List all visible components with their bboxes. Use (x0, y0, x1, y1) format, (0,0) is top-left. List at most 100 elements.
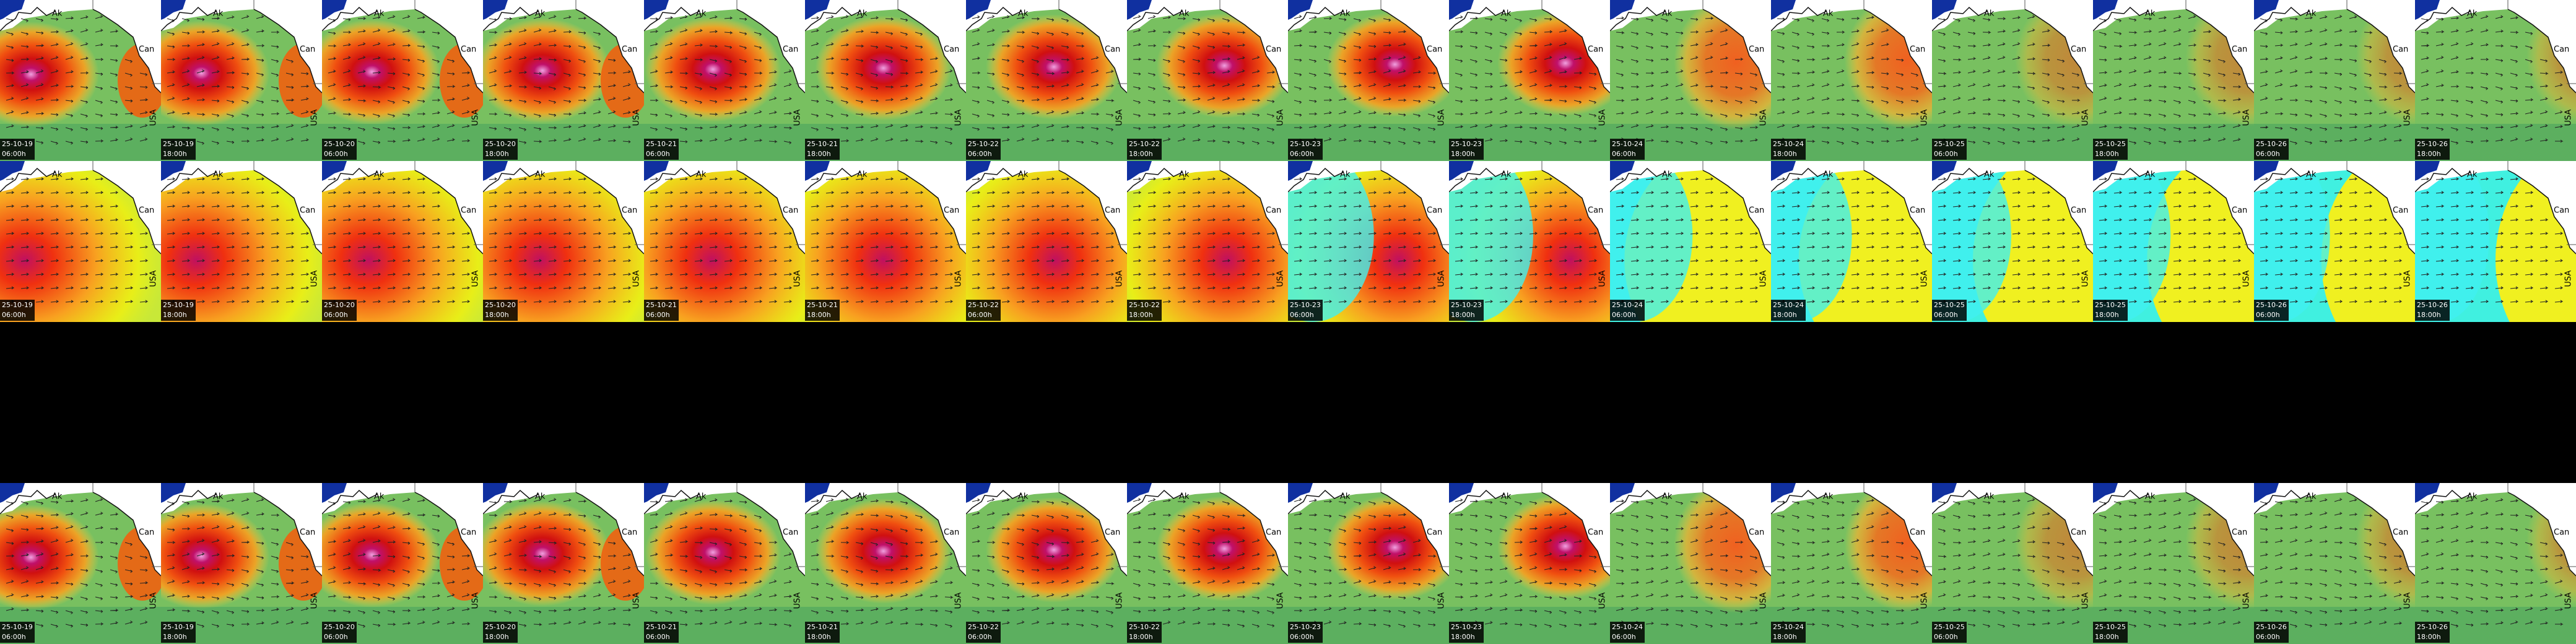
date: 25-10-19 (2, 623, 33, 631)
storm (645, 500, 781, 605)
map-tile: Ak Can USA 25-10-23 18:00h (1449, 483, 1610, 644)
date-box (644, 622, 679, 643)
wind-arrows (1455, 15, 1598, 145)
ice (1449, 483, 1474, 503)
alaska-land (161, 483, 254, 514)
land (1381, 483, 1449, 576)
calm-zone (1288, 161, 1374, 322)
map-tile: Ak Can USA 25-10-25 18:00h (2093, 0, 2254, 161)
swell-field (1127, 161, 1288, 322)
wind-arrows (2260, 177, 2403, 303)
land (1864, 483, 1932, 576)
ice (2254, 483, 2279, 503)
land (2186, 0, 2254, 93)
time: 06:00h (1934, 150, 1958, 158)
date: 25-10-22 (968, 301, 999, 309)
label-alaska: Ak (1501, 9, 1512, 19)
alaska-land (161, 161, 254, 192)
label-usa: USA (2403, 592, 2413, 609)
date: 25-10-23 (1451, 140, 1482, 148)
alaska-land (2093, 483, 2186, 514)
date-box (1932, 300, 1967, 321)
ice (805, 483, 830, 503)
label-usa: USA (2564, 109, 2574, 126)
label-usa: USA (2403, 270, 2413, 287)
wind-arrows (1616, 16, 1759, 145)
alaska-land (2254, 161, 2347, 192)
label-canada: Can (1749, 206, 1764, 215)
date-box (1610, 300, 1645, 321)
ice (644, 483, 669, 503)
label-canada: Can (1749, 45, 1764, 54)
date: 25-10-19 (2, 301, 33, 309)
date-box (1610, 622, 1645, 643)
alaska-land (2254, 483, 2347, 514)
map-tile: Ak Can USA 25-10-26 18:00h (2415, 0, 2576, 161)
wind-arrows (167, 177, 310, 303)
ice (1127, 483, 1152, 503)
wind-arrows (328, 177, 471, 303)
storm (1156, 13, 1288, 118)
map-tile: Ak Can USA 25-10-19 18:00h (161, 161, 322, 322)
label-canada: Can (1910, 206, 1925, 215)
storm (322, 19, 440, 124)
land (2508, 0, 2576, 93)
storm (815, 15, 952, 121)
land (898, 161, 966, 254)
label-usa: USA (1276, 270, 1286, 287)
alaska-land (483, 161, 576, 192)
time: 18:00h (1451, 633, 1475, 641)
ice (1771, 483, 1796, 503)
label-alaska: Ak (1179, 9, 1190, 19)
date: 25-10-26 (2417, 140, 2448, 148)
label-alaska: Ak (1823, 492, 1834, 502)
label-alaska: Ak (2467, 9, 2478, 19)
date-box (966, 622, 1001, 643)
time: 18:00h (807, 311, 831, 319)
map-tile: Ak Can USA 25-10-21 06:00h (644, 161, 805, 322)
land (1864, 0, 1932, 93)
map-tile: Ak Can USA 25-10-20 18:00h (483, 483, 644, 644)
label-canada: Can (1427, 528, 1442, 537)
land (1220, 161, 1288, 254)
land (1220, 483, 1288, 576)
label-canada: Can (300, 45, 315, 54)
wind-arrows (1777, 177, 1920, 303)
map-tile: Ak Can USA 25-10-23 06:00h (1288, 483, 1449, 644)
land (2025, 483, 2093, 576)
label-usa: USA (2242, 109, 2252, 126)
time: 18:00h (807, 633, 831, 641)
alaska-land (1771, 0, 1864, 31)
time: 18:00h (1773, 311, 1797, 319)
time: 18:00h (807, 150, 831, 158)
date: 25-10-24 (1773, 140, 1804, 148)
date: 25-10-21 (646, 301, 677, 309)
date-box (483, 300, 518, 321)
time: 18:00h (2417, 633, 2441, 641)
wind-arrows (1777, 15, 1920, 145)
label-canada: Can (1910, 45, 1925, 54)
label-alaska: Ak (52, 9, 63, 19)
ice (1932, 0, 1957, 20)
time: 06:00h (646, 633, 670, 641)
date-box (1610, 139, 1645, 160)
label-canada: Can (139, 206, 154, 215)
ice (0, 161, 25, 181)
wind-arrows (1294, 498, 1437, 628)
label-alaska: Ak (1984, 492, 1995, 502)
ice (161, 483, 186, 503)
wind-arrows (1133, 177, 1276, 303)
label-usa: USA (471, 270, 481, 287)
map-tile: Ak Can USA 25-10-24 06:00h (1610, 0, 1771, 161)
time: 06:00h (1934, 633, 1958, 641)
land (254, 161, 322, 254)
date-box (1127, 300, 1162, 321)
label-canada: Can (783, 528, 798, 537)
land (415, 0, 483, 93)
alaska-land (483, 483, 576, 514)
alaska-land (322, 0, 415, 31)
map-tile: Ak Can USA 25-10-24 06:00h (1610, 483, 1771, 644)
label-usa: USA (2403, 109, 2413, 126)
date: 25-10-24 (1612, 301, 1643, 309)
date: 25-10-23 (1451, 623, 1482, 631)
